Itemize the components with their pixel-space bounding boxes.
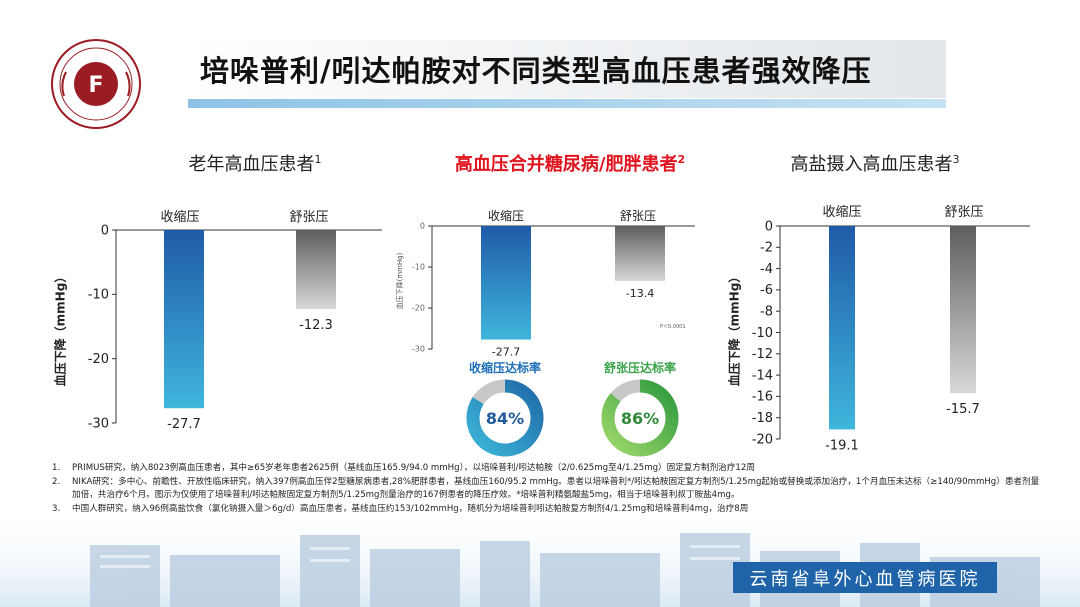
y-tick-label: -12 [752, 347, 773, 362]
donut-arc [601, 379, 679, 457]
y-tick-label: -30 [412, 345, 425, 354]
y-tick-label: 0 [765, 219, 773, 234]
bar-value-label: -27.7 [167, 417, 201, 432]
donut-arc [466, 379, 544, 457]
donut-diastolic: 86% [601, 379, 679, 457]
title-underline [188, 99, 946, 108]
y-tick-label: -20 [752, 432, 773, 447]
y-tick-label: -16 [752, 390, 773, 405]
y-tick-label: -14 [752, 368, 773, 383]
donut-systolic-title: 收缩压达标率 [468, 361, 541, 375]
chart2-category-diastolic: 舒张压 [619, 209, 656, 223]
panel-title-diabetes-obesity: 高血压合并糖尿病/肥胖患者2 [454, 153, 686, 175]
bar-systolic [481, 226, 531, 340]
footnote-2: 2. NIKA研究：多中心、前瞻性、开放性临床研究，纳入397例高血压伴2型糖尿病… [52, 476, 1040, 501]
chart2-category-systolic: 收缩压 [487, 209, 524, 223]
bar-value-label: -19.1 [825, 438, 859, 453]
chart1-svg: 0 -10 -20 -30 -27.7 -12.3 [88, 223, 382, 432]
y-tick-label: -4 [760, 262, 773, 277]
chart-note: P＜0.0001 [660, 324, 686, 330]
chart3-svg: 0 -2 -4 -6 -8 -10 -12 -14 -16 -18 -20 -19.1 -15.7 [752, 219, 1030, 453]
chart3-category-diastolic: 舒张压 [944, 205, 984, 220]
bar-diastolic [296, 230, 336, 310]
chart3-category-systolic: 收缩压 [822, 205, 862, 220]
y-tick-label: -10 [412, 263, 425, 272]
panel-title-elderly: 老年高血压患者1 [188, 153, 322, 175]
bar-value-label: -12.3 [299, 318, 333, 333]
title-band [188, 40, 946, 98]
y-tick-label: -10 [752, 326, 773, 341]
y-tick-label: -10 [88, 288, 109, 303]
panel-title-high-salt: 高盐摄入高血压患者3 [790, 153, 960, 175]
bar-systolic [164, 230, 204, 409]
chart1-category-systolic: 收缩压 [160, 210, 200, 225]
bar-systolic [829, 226, 855, 430]
y-tick-label: 0 [101, 223, 109, 238]
y-tick-label: -20 [88, 352, 109, 367]
footnote-1: 1. PRIMUS研究，纳入8023例高血压患者，其中≥65岁老年患者2625例（… [52, 463, 755, 473]
hospital-logo-icon: F [51, 39, 141, 129]
y-tick-label: -18 [752, 411, 773, 426]
page-title: 培哚普利/吲达帕胺对不同类型高血压患者强效降压 [200, 54, 872, 88]
donut-diastolic-title: 舒张压达标率 [603, 361, 676, 375]
chart1-y-axis-label: 血压下降（mmHg） [53, 270, 68, 387]
donut-value-label: 86% [621, 409, 659, 428]
y-tick-label: -6 [760, 283, 773, 298]
chart1-category-diastolic: 舒张压 [289, 210, 329, 225]
y-tick-label: -30 [88, 416, 109, 431]
y-tick-label: -2 [760, 241, 773, 256]
y-tick-label: -8 [760, 305, 773, 320]
svg-text:F: F [88, 73, 103, 98]
bar-value-label: -15.7 [946, 402, 980, 417]
y-tick-label: -20 [412, 304, 425, 313]
chart2-y-axis-label: 血压下降(mmHg) [396, 252, 404, 310]
hospital-name-banner: 云南省阜外心血管病医院 [733, 562, 997, 593]
bar-diastolic [950, 226, 976, 394]
bar-diastolic [615, 226, 665, 281]
donut-value-label: 84% [486, 409, 524, 428]
donut-systolic: 84% [466, 379, 544, 457]
bar-value-label: -13.4 [626, 287, 654, 300]
chart2-svg: 0 -10 -20 -30 -27.7 -13.4 P＜0.0001 [412, 222, 695, 358]
bar-value-label: -27.7 [492, 346, 520, 358]
y-tick-label: 0 [420, 222, 425, 231]
